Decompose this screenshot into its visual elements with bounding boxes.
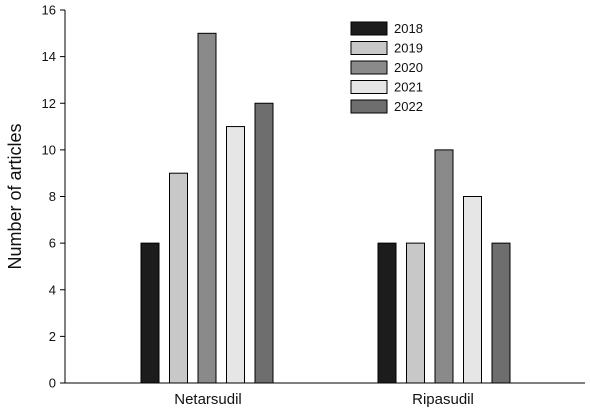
legend-label-2021: 2021	[394, 80, 423, 95]
category-label-ripasudil: Ripasudil	[412, 391, 474, 408]
legend-label-2019: 2019	[394, 41, 423, 56]
category-label-netarsudil: Netarsudil	[174, 391, 242, 408]
y-tick-label: 8	[49, 189, 56, 204]
legend-label-2018: 2018	[394, 21, 423, 36]
bar-netarsudil-2022	[254, 102, 274, 384]
y-tick-label: 2	[49, 329, 56, 344]
bar-ripasudil-2018	[377, 242, 397, 384]
y-tick-label: 16	[42, 3, 56, 18]
y-tick-label: 6	[49, 236, 56, 251]
bar-ripasudil-2019	[406, 242, 425, 384]
legend-label-2022: 2022	[394, 99, 423, 114]
legend-label-2020: 2020	[394, 60, 423, 75]
legend-swatch-2022	[350, 99, 388, 114]
bar-ripasudil-2020	[434, 149, 454, 384]
bars	[140, 32, 511, 384]
y-tick-label: 12	[42, 96, 56, 111]
bar-ripasudil-2021	[463, 196, 482, 384]
bar-netarsudil-2019	[169, 172, 188, 384]
legend: 2018 2019 2020 2021 2022	[350, 21, 423, 114]
bar-netarsudil-2020	[197, 32, 217, 384]
legend-swatch-2021	[350, 80, 388, 94]
y-tick-label: 4	[49, 282, 56, 297]
legend-swatch-2019	[350, 41, 388, 55]
y-tick-label: 0	[49, 376, 56, 391]
legend-swatch-2018	[350, 21, 388, 36]
y-axis-title: Number of articles	[5, 123, 25, 269]
y-axis-ticks: 0 2 4 6 8 10 12 14 16	[42, 3, 65, 391]
legend-swatch-2020	[350, 60, 388, 75]
category-labels: Netarsudil Ripasudil	[174, 391, 474, 408]
bar-netarsudil-2021	[226, 126, 245, 384]
y-tick-label: 10	[42, 142, 56, 157]
y-tick-label: 14	[42, 49, 56, 64]
bar-netarsudil-2018	[140, 242, 160, 384]
bar-ripasudil-2022	[491, 242, 511, 384]
